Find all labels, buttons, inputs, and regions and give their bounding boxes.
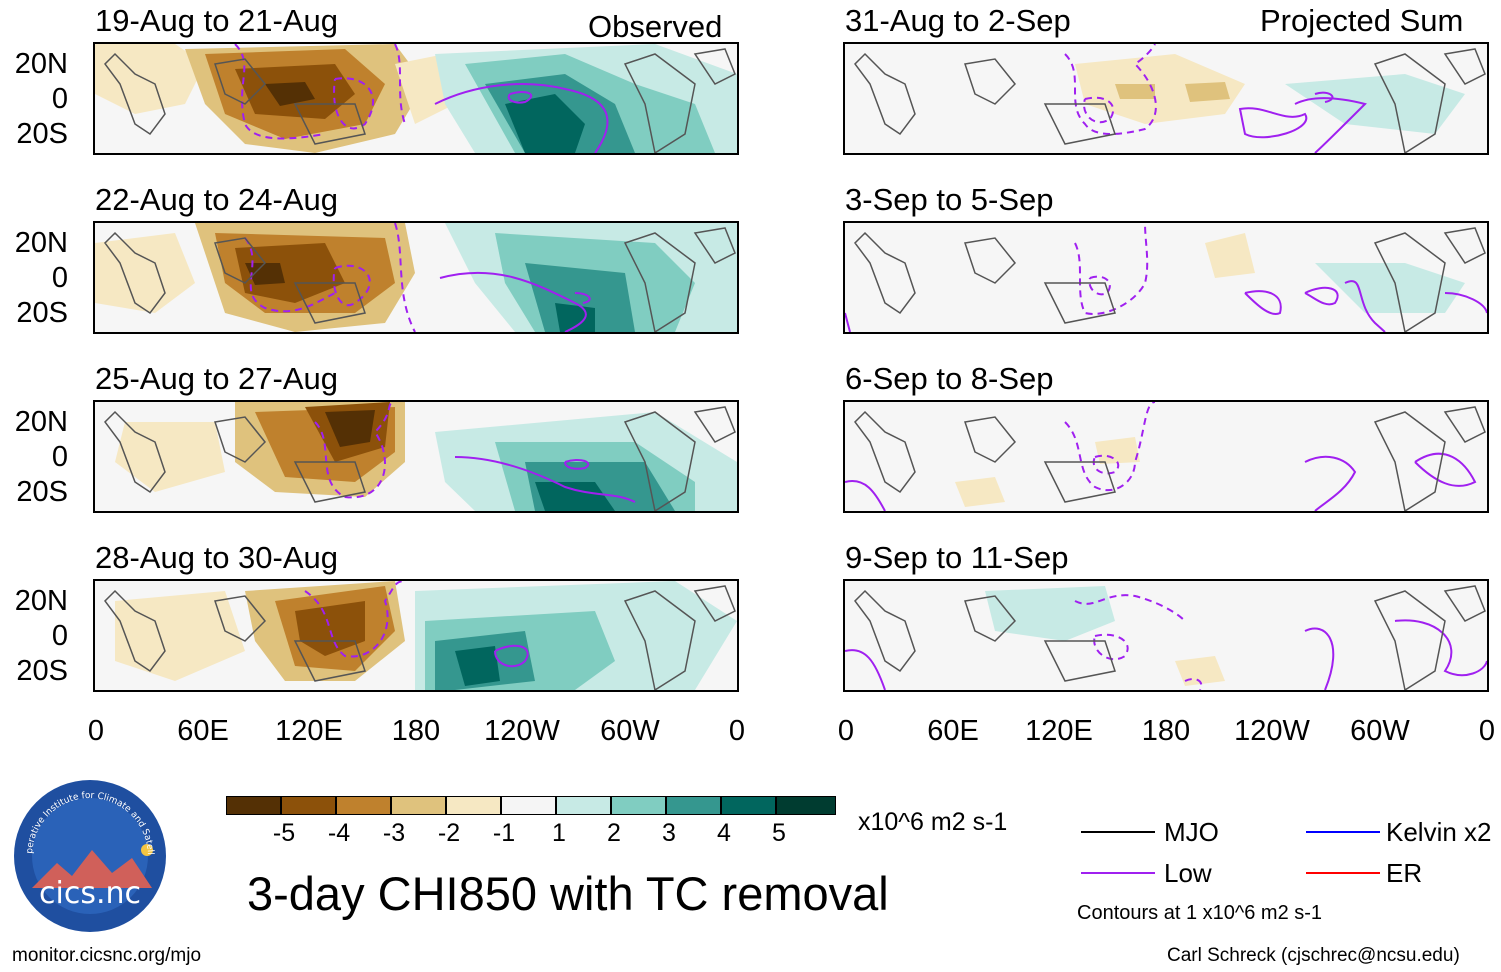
map-projected-3 (843, 400, 1489, 513)
contours-note: Contours at 1 x10^6 m2 s-1 (1077, 902, 1323, 924)
colorbar-tick: 1 (552, 819, 566, 847)
lat-label-20s: 20S (16, 655, 68, 687)
colorbar-bin (281, 796, 336, 815)
lon-label: 0 (1478, 715, 1496, 747)
lat-label-eq: 0 (51, 441, 68, 473)
lat-label-eq: 0 (51, 262, 68, 294)
lon-label: 0 (728, 715, 746, 747)
lon-label: 60W (600, 715, 660, 747)
panel-title-obs-3: 25-Aug to 27-Aug (95, 361, 339, 396)
lon-label: 0 (837, 715, 855, 747)
panel-title-proj-1: 31-Aug to 2-Sep (845, 3, 1071, 38)
lon-label: 120W (1234, 715, 1310, 747)
colorbar-tick: 3 (662, 819, 676, 847)
lon-label: 120W (484, 715, 560, 747)
panel-title-proj-4: 9-Sep to 11-Sep (845, 540, 1069, 575)
map-projected-4 (843, 579, 1489, 692)
lon-label: 60E (177, 715, 229, 747)
lat-label-eq: 0 (51, 620, 68, 652)
colorbar-bin (611, 796, 666, 815)
panel-title-proj-3: 6-Sep to 8-Sep (845, 361, 1054, 396)
lat-label-20n: 20N (14, 406, 68, 438)
lon-label: 120E (1025, 715, 1093, 747)
colorbar-bin (446, 796, 501, 815)
projected-header: Projected Sum (1260, 3, 1464, 38)
panel-title-proj-2: 3-Sep to 5-Sep (845, 182, 1054, 217)
colorbar-bin (556, 796, 611, 815)
observed-header: Observed (588, 9, 723, 44)
colorbar-bin (226, 796, 281, 815)
colorbar-tick: -5 (272, 819, 296, 847)
legend-label-kelvin: Kelvin x2 (1386, 817, 1492, 847)
lat-label-20s: 20S (16, 118, 68, 150)
colorbar-tick: 4 (717, 819, 731, 847)
lat-label-20s: 20S (16, 297, 68, 329)
map-observed-2 (93, 221, 739, 334)
legend-line-low (1081, 872, 1155, 874)
colorbar-tick: -4 (327, 819, 351, 847)
figure-title: 3-day CHI850 with TC removal (247, 867, 889, 920)
legend-label-er: ER (1386, 858, 1423, 888)
colorbar-bin (666, 796, 721, 815)
cics-logo: Cooperative Institute for Climate and Sa… (9, 771, 168, 934)
footer-credit: Carl Schreck (cjschrec@ncsu.edu) (1167, 945, 1460, 966)
colorbar-tick: -3 (382, 819, 406, 847)
lat-label-20s: 20S (16, 476, 68, 508)
map-observed-4 (93, 579, 739, 692)
legend-label-low: Low (1164, 858, 1212, 888)
legend-label-mjo: MJO (1164, 817, 1219, 847)
lon-label: 180 (1141, 715, 1191, 747)
lon-label: 60W (1350, 715, 1410, 747)
colorbar-bin (501, 796, 556, 815)
map-observed-1 (93, 42, 739, 155)
lon-label: 60E (927, 715, 979, 747)
colorbar-bin (776, 796, 836, 815)
colorbar-tick: -2 (437, 819, 461, 847)
map-observed-3 (93, 400, 739, 513)
lon-label: 120E (275, 715, 343, 747)
lat-label-eq: 0 (51, 83, 68, 115)
colorbar-tick: 2 (607, 819, 621, 847)
panel-title-obs-1: 19-Aug to 21-Aug (95, 3, 339, 38)
colorbar-bin (336, 796, 391, 815)
lon-label: 180 (391, 715, 441, 747)
lat-label-20n: 20N (14, 227, 68, 259)
colorbar-bin (721, 796, 776, 815)
panel-title-obs-4: 28-Aug to 30-Aug (95, 540, 339, 575)
lat-label-20n: 20N (14, 48, 68, 80)
colorbar-bin (391, 796, 446, 815)
map-projected-2 (843, 221, 1489, 334)
lat-label-20n: 20N (14, 585, 68, 617)
footer-url: monitor.cicsnc.org/mjo (12, 945, 202, 966)
map-projected-1 (843, 42, 1489, 155)
logo-name: cics.nc (39, 876, 141, 911)
lon-label: 0 (87, 715, 105, 747)
legend-line-kelvin (1306, 831, 1380, 833)
legend-line-er (1306, 872, 1380, 874)
colorbar-units: x10^6 m2 s-1 (858, 808, 1008, 836)
colorbar-tick: -1 (492, 819, 516, 847)
panel-title-obs-2: 22-Aug to 24-Aug (95, 182, 339, 217)
colorbar-tick: 5 (772, 819, 786, 847)
legend-line-mjo (1081, 831, 1155, 833)
